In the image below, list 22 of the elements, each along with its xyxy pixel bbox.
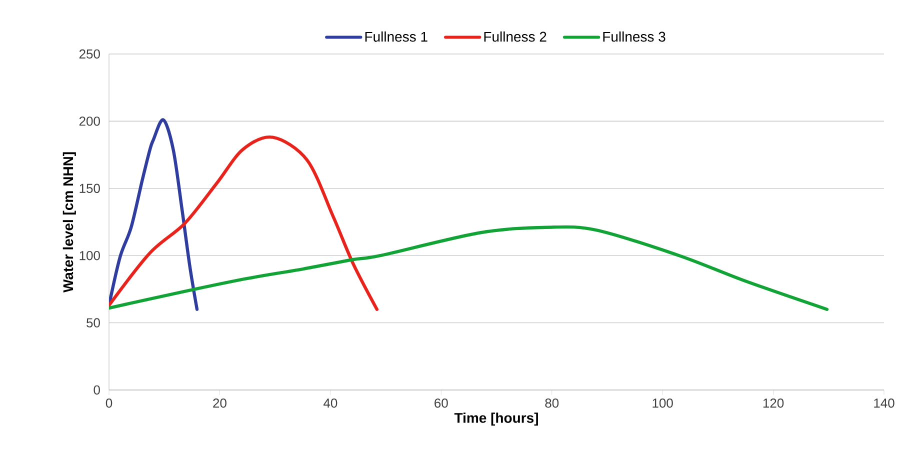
legend-label: Fullness 1 xyxy=(365,31,428,42)
y-axis-title: Water level [cm NHN] xyxy=(62,152,76,293)
x-axis-title: Time [hours] xyxy=(454,412,538,426)
x-tick-label: 60 xyxy=(434,398,448,408)
legend-label: Fullness 2 xyxy=(484,31,546,42)
x-tick-label: 20 xyxy=(213,398,226,408)
line-series xyxy=(109,136,379,311)
x-tick-label: 140 xyxy=(874,398,894,408)
x-tick-label: 0 xyxy=(106,398,112,408)
line-series xyxy=(109,118,199,311)
y-tick-label: 50 xyxy=(86,318,100,328)
line-series xyxy=(109,225,829,311)
y-tick-label: 0 xyxy=(94,385,100,395)
x-tick-label: 120 xyxy=(763,398,784,408)
y-tick-label: 150 xyxy=(80,184,100,193)
y-tick-label: 250 xyxy=(79,49,100,59)
x-tick-label: 100 xyxy=(652,398,673,408)
x-tick-label: 80 xyxy=(545,398,559,408)
y-tick-label: 100 xyxy=(80,250,100,260)
y-tick-label: 200 xyxy=(79,116,100,126)
x-tick-label: 40 xyxy=(324,398,338,408)
legend-label: Fullness 3 xyxy=(603,31,666,42)
